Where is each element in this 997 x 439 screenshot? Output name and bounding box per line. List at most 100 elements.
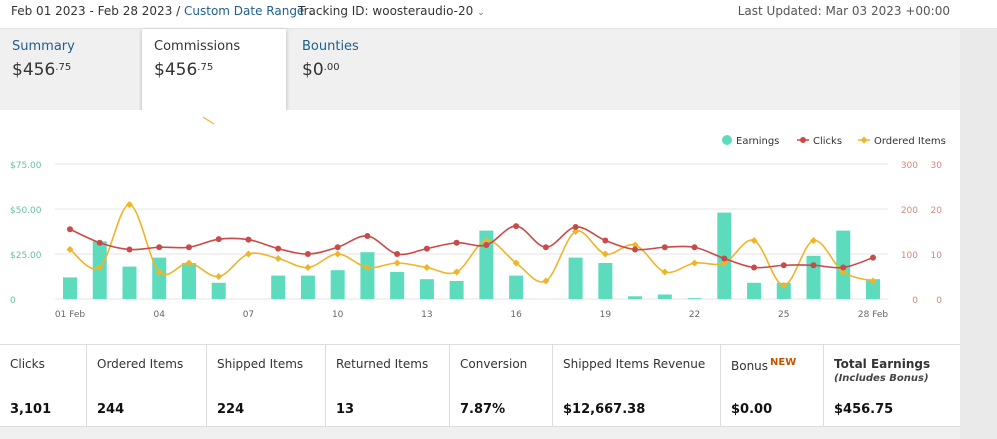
ordered-items-point: [155, 268, 163, 276]
filter-bar: Feb 01 2023 - Feb 28 2023 / Custom Date …: [0, 0, 997, 28]
clicks-point: [126, 246, 133, 253]
ordered-items-point: [572, 228, 580, 235]
legend-earnings-swatch: [722, 135, 732, 145]
ordered-items-point: [215, 273, 223, 280]
y-right-clicks-tick-label: 300: [901, 161, 918, 171]
earnings-bar: [747, 282, 762, 299]
stat-total-earnings: Total Earnings (Includes Bonus) $456.75: [824, 345, 960, 427]
stat-sublabel: (Includes Bonus): [834, 373, 929, 384]
ordered-items-line: [69, 203, 874, 287]
y-left-tick-label: $50.00: [10, 206, 42, 216]
clicks-point: [334, 244, 341, 251]
y-right-clicks-tick-label: 0: [912, 296, 918, 306]
clicks-line: [69, 225, 874, 269]
clicks-point: [513, 223, 520, 230]
stat-ordered-items: Ordered Items 244: [87, 345, 207, 427]
y-left-tick-label: 0: [10, 296, 16, 306]
ordered-items-point: [363, 264, 371, 271]
y-right-items-tick-label: 20: [931, 206, 943, 216]
custom-date-range-link[interactable]: Custom Date Range: [184, 4, 305, 18]
clicks-point: [661, 244, 668, 251]
right-gutter: [960, 28, 997, 439]
summary-tabs: Summary $456.75 Commissions $456.75 Boun…: [0, 28, 960, 114]
legend-clicks-swatch: [800, 137, 806, 143]
ordered-items-point: [780, 282, 788, 289]
clicks-point: [691, 244, 698, 251]
stat-value: 7.87%: [460, 402, 506, 417]
ordered-items-point: [601, 250, 609, 258]
stat-shipped-revenue: Shipped Items Revenue $12,667.38: [553, 345, 721, 427]
clicks-point: [542, 244, 549, 251]
earnings-bar: [330, 270, 345, 299]
stat-value: 224: [217, 402, 245, 417]
ordered-items-point: [393, 259, 401, 267]
stat-value: 3,101: [10, 402, 52, 417]
earnings-bar: [687, 298, 702, 299]
stat-value: $12,667.38: [563, 402, 646, 417]
earnings-bar: [509, 275, 524, 299]
legend-ordered-label: Ordered Items: [874, 136, 946, 147]
ordered-items-point: [274, 255, 282, 262]
ordered-items-point: [542, 277, 550, 285]
ordered-items-point: [453, 268, 461, 276]
stat-label: Shipped Items: [217, 357, 304, 371]
ordered-items-point: [125, 201, 133, 208]
tab-bounties-label: Bounties: [302, 39, 359, 54]
tab-bounties-amount: $0.00: [302, 60, 340, 80]
ordered-items-point: [720, 259, 728, 267]
chevron-down-icon[interactable]: ⌄: [308, 8, 316, 18]
x-tick-label: 10: [332, 310, 344, 320]
stat-value: $456.75: [834, 402, 894, 417]
stat-label: Clicks: [10, 357, 45, 371]
earnings-bar: [360, 252, 375, 299]
stat-bonus: Bonus NEW $0.00: [721, 345, 824, 427]
tab-commissions[interactable]: Commissions $456.75: [142, 29, 286, 114]
last-updated-text: Last Updated: Mar 03 2023 +00:00: [737, 4, 950, 18]
clicks-point: [572, 224, 579, 230]
tab-summary[interactable]: Summary $456.75: [0, 29, 142, 111]
tracking-id-selector[interactable]: Tracking ID: woosteraudio-20 ⌄: [298, 4, 485, 18]
earnings-bar: [866, 279, 880, 299]
x-tick-label: 07: [243, 310, 254, 320]
clicks-point: [394, 251, 401, 257]
ordered-items-point: [750, 237, 758, 244]
ordered-items-point: [304, 264, 312, 271]
ordered-items-point: [631, 241, 639, 249]
ordered-items-point: [244, 250, 252, 258]
ordered-items-point: [661, 268, 669, 276]
earnings-bar: [806, 255, 821, 299]
tab-summary-label: Summary: [12, 39, 75, 54]
stat-label: Returned Items: [336, 357, 429, 371]
earnings-bar: [479, 230, 494, 299]
earnings-bar: [657, 294, 672, 299]
clicks-point: [364, 233, 371, 239]
x-tick-label: 01 Feb: [55, 310, 86, 320]
ordered-items-point: [691, 259, 699, 267]
date-range-selector[interactable]: Feb 01 2023 - Feb 28 2023 / Custom Date …: [11, 4, 316, 18]
earnings-bar: [776, 282, 791, 299]
clicks-point: [810, 262, 817, 269]
clicks-point: [304, 251, 311, 257]
stat-clicks: Clicks 3,101: [0, 345, 87, 427]
clicks-point: [780, 262, 787, 269]
x-tick-label: 22: [689, 310, 700, 320]
ordered-items-point: [869, 277, 877, 285]
clicks-point: [483, 242, 490, 248]
bottom-border: [0, 426, 960, 439]
ordered-items-point: [334, 250, 342, 258]
y-left-tick-label: $25.00: [10, 251, 42, 261]
stats-row: Clicks 3,101 Ordered Items 244 Shipped I…: [0, 344, 960, 427]
y-left-tick-label: $75.00: [10, 161, 42, 171]
ordered-items-point: [839, 268, 847, 276]
stat-shipped-items: Shipped Items 224: [207, 345, 326, 427]
clicks-point: [96, 239, 103, 246]
tab-bounties[interactable]: Bounties $0.00: [290, 29, 430, 111]
legend-ordered-swatch: [860, 136, 868, 144]
chevron-down-icon[interactable]: ⌄: [477, 8, 485, 18]
clicks-point: [156, 244, 163, 251]
date-separator: /: [172, 4, 184, 18]
date-range-text: Feb 01 2023 - Feb 28 2023: [11, 4, 173, 18]
ordered-items-point: [96, 264, 104, 271]
clicks-point: [721, 255, 728, 262]
earnings-bar: [568, 257, 583, 299]
